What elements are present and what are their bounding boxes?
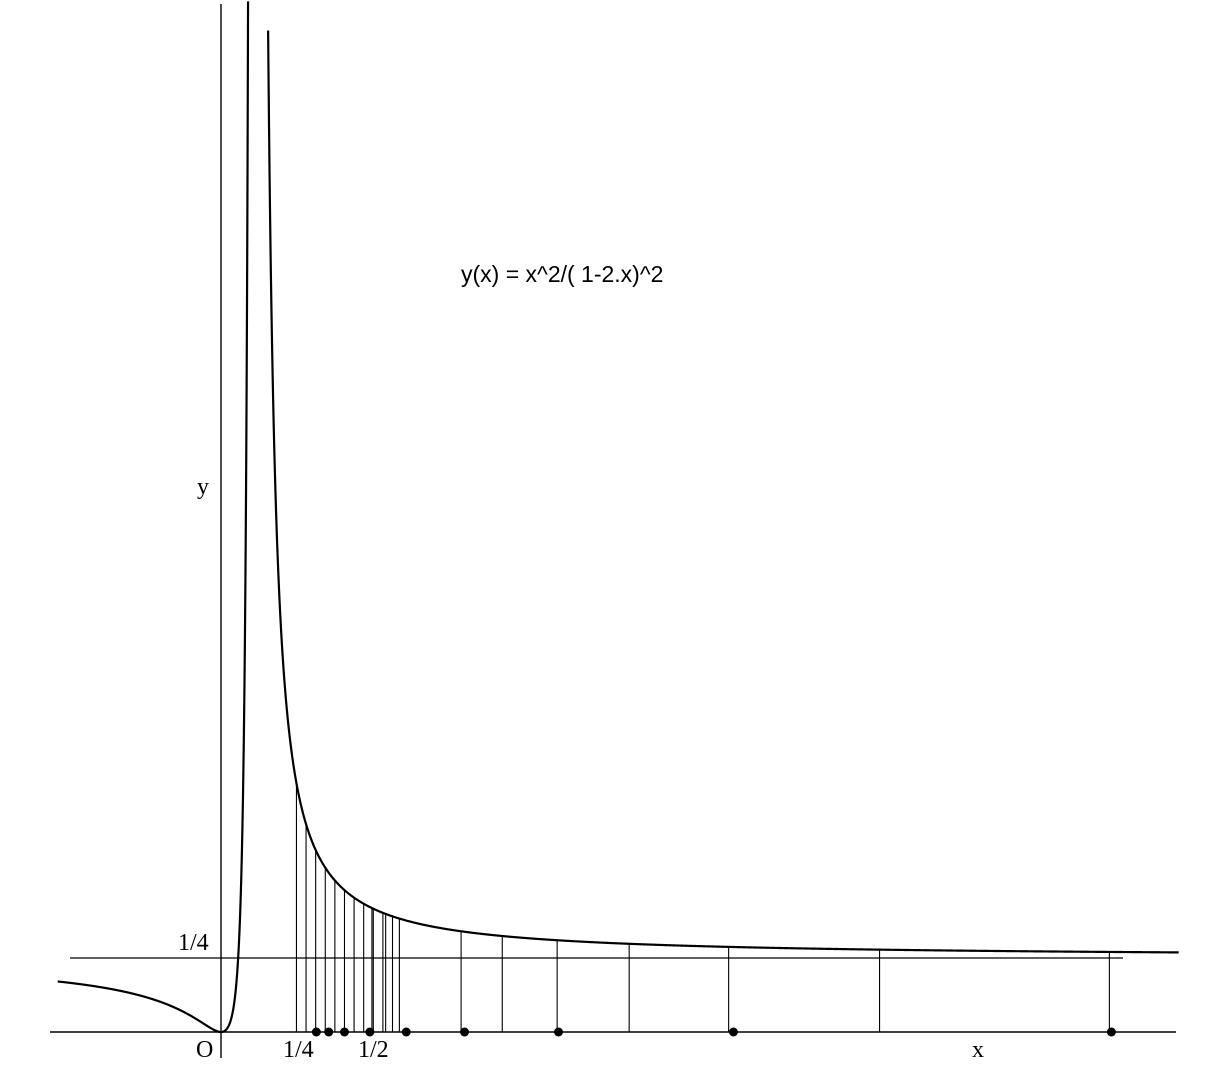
curve-right-branch [267, 30, 1179, 954]
y-axis-label: y [197, 474, 209, 500]
vertical-lines-group [295, 783, 1110, 1032]
x-tick-label-half: 1/2 [358, 1037, 389, 1063]
y-tick-label-quarter: 1/4 [178, 930, 209, 956]
axis-dot-3 [365, 1027, 375, 1037]
curve-left-branch [57, 1, 250, 1034]
axis-dot-4 [401, 1027, 411, 1037]
x-tick-label-quarter: 1/4 [283, 1037, 314, 1063]
axis-dot-1 [324, 1027, 334, 1037]
axis-dots-group [311, 1027, 1116, 1037]
function-formula-label: y(x) = x^2/( 1-2.x)^2 [461, 261, 663, 287]
axis-dot-2 [339, 1027, 349, 1037]
curve-group [57, 1, 1179, 1034]
axis-dot-6 [554, 1027, 564, 1037]
x-axis-label: x [972, 1037, 984, 1063]
axis-dot-0 [311, 1027, 321, 1037]
axis-dot-8 [1106, 1027, 1116, 1037]
axis-dot-7 [728, 1027, 738, 1037]
origin-label: O [196, 1037, 213, 1063]
axis-dot-5 [460, 1027, 470, 1037]
